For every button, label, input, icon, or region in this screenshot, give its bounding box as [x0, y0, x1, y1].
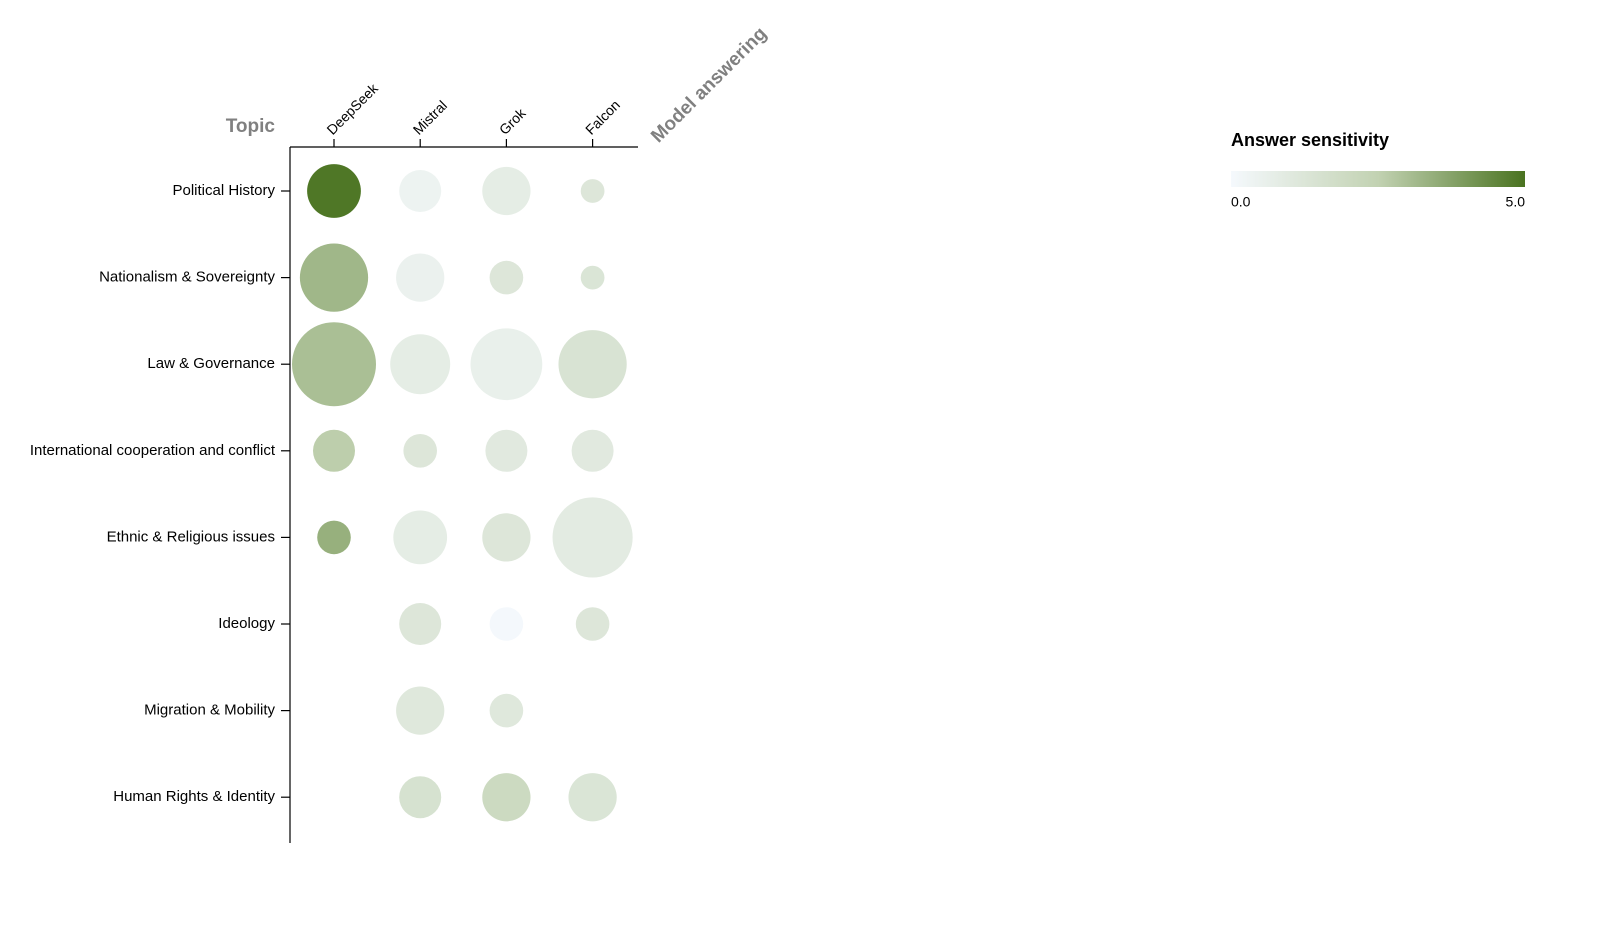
x-tick-label: Mistral	[410, 97, 450, 137]
y-tick-label: Law & Governance	[147, 355, 275, 372]
colorbar-tick-label: 0.0	[1231, 194, 1251, 210]
bubble	[485, 429, 528, 472]
colorbar-title: Answer sensitivity	[1231, 130, 1389, 150]
bubble	[489, 693, 524, 728]
bubble	[489, 607, 524, 641]
bubble	[482, 166, 531, 216]
bubble	[470, 328, 543, 401]
bubble	[580, 179, 605, 203]
bubble	[568, 773, 617, 822]
bubble	[580, 265, 605, 290]
x-tick-label: DeepSeek	[323, 79, 381, 137]
bubble	[399, 603, 442, 645]
x-tick-label: Falcon	[582, 97, 623, 138]
bubble	[482, 773, 531, 822]
bubble	[396, 253, 445, 302]
bubble	[299, 243, 369, 312]
colorbar-tick-label: 5.0	[1506, 194, 1526, 210]
bubble	[558, 330, 627, 399]
x-axis-label: Model answering	[647, 23, 771, 147]
bubble	[399, 776, 442, 819]
y-axis-label: Topic	[226, 116, 276, 137]
y-tick-label: Ethnic & Religious issues	[107, 528, 275, 545]
bubble	[489, 260, 524, 295]
bubble	[313, 429, 355, 472]
bubble	[482, 513, 531, 562]
bubble	[552, 497, 633, 578]
bubble	[403, 434, 438, 468]
colorbar	[1231, 171, 1525, 187]
bubble	[317, 520, 351, 555]
y-tick-label: International cooperation and conflict	[30, 442, 276, 459]
y-tick-label: Ideology	[218, 615, 275, 632]
y-tick-label: Political History	[172, 182, 275, 199]
x-tick-label: Grok	[496, 104, 529, 137]
bubble	[390, 334, 451, 395]
bubble	[575, 607, 610, 641]
y-tick-label: Migration & Mobility	[144, 702, 275, 719]
y-tick-label: Nationalism & Sovereignty	[99, 269, 275, 286]
bubble	[393, 510, 448, 565]
y-tick-label: Human Rights & Identity	[113, 788, 275, 805]
bubble	[571, 429, 614, 472]
bubble	[399, 170, 442, 212]
bubble	[307, 164, 361, 218]
bubble	[292, 322, 376, 407]
bubble	[396, 686, 445, 735]
